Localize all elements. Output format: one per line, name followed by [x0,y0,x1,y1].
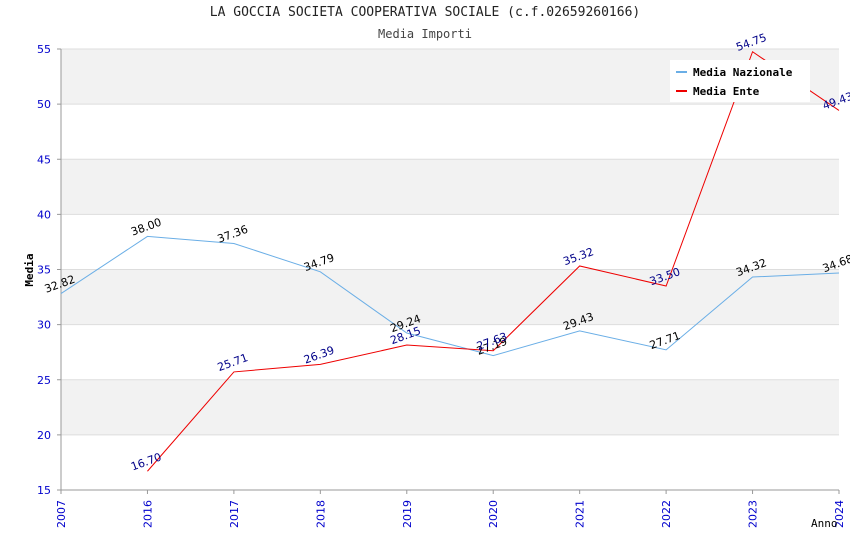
x-tick-label: 2007 [55,500,68,528]
grid-lines [61,48,839,491]
x-tick-label: 2016 [141,500,154,528]
grid-band [61,269,839,325]
y-tick-label: 20 [37,429,51,442]
grid-band [61,104,839,160]
x-tick-label: 2019 [401,500,414,528]
x-tick-label: 2018 [314,500,327,528]
chart-subtitle: Media Importi [378,27,472,41]
series-line-media-nazionale [60,235,840,357]
y-axis-title: Media [23,253,36,286]
x-tick-label: 2024 [833,500,846,528]
y-tick-label: 30 [37,319,51,332]
y-tick-label: 55 [37,43,51,56]
axes [57,48,840,494]
legend-swatch-media-ente [676,90,687,92]
chart-title: LA GOCCIA SOCIETA COOPERATIVA SOCIALE (c… [209,5,641,20]
grid-bands [61,49,839,490]
grid-band [61,434,839,490]
grid-band [61,379,839,435]
x-tick-label: 2017 [228,500,241,528]
y-tick-label: 45 [37,153,51,166]
series-line-media-ente [147,50,840,472]
grid-band [61,159,839,215]
y-tick-label: 50 [37,98,51,111]
x-tick-labels: 2007 2016 2017 2018 2019 2020 2021 2022 2023 2024 [55,500,846,528]
y-tick-label: 15 [37,484,51,497]
y-tick-labels: 15 20 25 30 35 40 45 50 55 [37,43,51,497]
x-tick-label: 2022 [660,500,673,528]
legend-item-media-nazionale: Media Nazionale [676,64,792,80]
legend-swatch-media-nazionale [676,71,687,73]
x-axis-title: Anno [811,517,838,530]
x-tick-label: 2020 [487,500,500,528]
legend-item-media-ente: Media Ente [676,83,759,99]
y-tick-label: 40 [37,208,51,221]
legend: Media Nazionale Media Ente [670,60,810,102]
x-tick-label: 2023 [747,500,760,528]
y-tick-label: 25 [37,374,51,387]
grid-band [61,324,839,380]
legend-label: Media Ente [693,84,760,98]
grid-band [61,214,839,270]
y-tick-label: 35 [37,264,51,277]
legend-label: Media Nazionale [693,65,793,79]
x-tick-label: 2021 [574,500,587,528]
series-lines [60,50,840,472]
